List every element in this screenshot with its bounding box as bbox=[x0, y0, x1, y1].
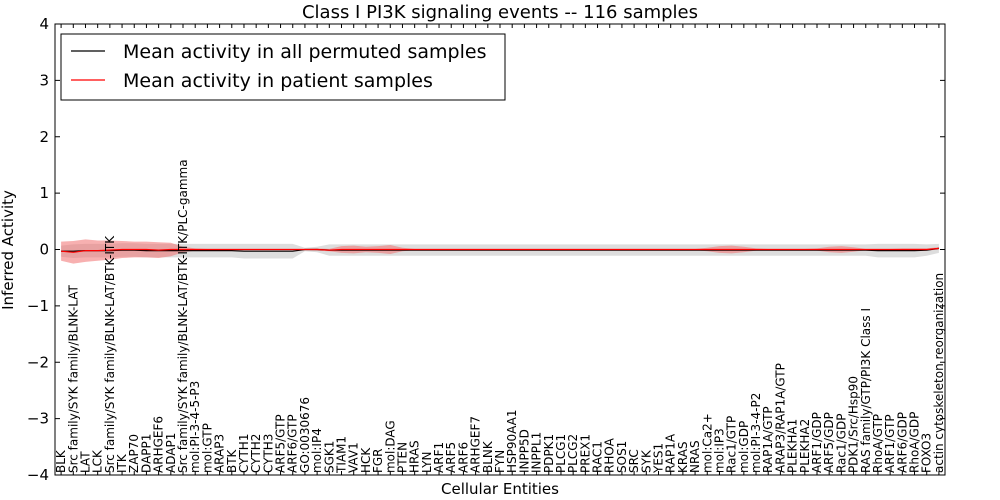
x-tick-label: CYTH3 bbox=[261, 434, 275, 474]
y-tick-label: 0 bbox=[39, 241, 49, 259]
x-tick-label: ADAP1 bbox=[164, 433, 178, 473]
x-tick-label: RAS family/GTP/PI3K Class I bbox=[859, 308, 873, 473]
legend-label-patient: Mean activity in patient samples bbox=[123, 70, 433, 92]
x-tick-label: PLCG1 bbox=[554, 434, 568, 473]
x-tick-label: mol:IP3 bbox=[713, 428, 727, 473]
x-tick-label: Src family/SYK family/BLNK-LAT/BTK-ITK/P… bbox=[176, 159, 190, 473]
x-tick-label: FYN bbox=[493, 450, 507, 473]
x-tick-label: BLNK bbox=[481, 440, 495, 473]
y-tick-label: −4 bbox=[27, 466, 49, 484]
x-tick-label: PREX1 bbox=[578, 434, 592, 473]
x-tick-label: GO:0030676 bbox=[298, 397, 312, 473]
x-tick-label: Rac1/GDP bbox=[834, 414, 848, 473]
x-tick-label: ARF6/GDP bbox=[895, 412, 909, 473]
x-tick-label: mol:DAG bbox=[383, 420, 397, 473]
x-tick-label: RhoA/GTP bbox=[871, 414, 885, 473]
x-tick-label: LYN bbox=[420, 452, 434, 473]
y-axis-label: Inferred Activity bbox=[0, 190, 17, 310]
x-tick-label: RHOA bbox=[603, 437, 617, 473]
x-tick-label: mol:PI-3-4-P2 bbox=[749, 393, 763, 473]
x-tick-label: ITK bbox=[115, 453, 129, 473]
x-tick-label: INPP5D bbox=[517, 429, 531, 473]
y-tick-label: 4 bbox=[39, 15, 49, 33]
legend: Mean activity in all permuted samples Me… bbox=[60, 33, 506, 101]
x-tick-label: PLEKHA2 bbox=[798, 419, 812, 473]
x-tick-label: ZAP70 bbox=[127, 434, 141, 473]
x-tick-label: actin cytoskeleton reorganization bbox=[932, 273, 946, 473]
x-tick-label: HRAS bbox=[408, 440, 422, 473]
x-tick-label: ARF1/GTP bbox=[883, 414, 897, 473]
x-tick-label: SOS1 bbox=[615, 441, 629, 473]
x-tick-label: ARF1 bbox=[432, 442, 446, 473]
x-tick-label: INPPL1 bbox=[530, 432, 544, 473]
bands-layer bbox=[61, 239, 939, 264]
y-tick-label: −2 bbox=[27, 353, 49, 371]
x-tick-label: Src family/SYK family/BLNK-LAT bbox=[66, 284, 80, 473]
x-tick-label: ARF6/GTP bbox=[286, 414, 300, 473]
lines-layer bbox=[61, 247, 939, 253]
legend-label-permuted: Mean activity in all permuted samples bbox=[123, 41, 486, 63]
x-tick-label: Src family/SYK family/BLNK-LAT/BTK-ITK bbox=[103, 235, 117, 473]
x-tick-label: ARF5 bbox=[444, 442, 458, 473]
y-tick-label: −3 bbox=[27, 410, 49, 428]
x-tick-label: ARF5/GTP bbox=[274, 414, 288, 473]
y-tick-label: 3 bbox=[39, 71, 49, 89]
x-tick-label: mol:PI-3-4-5-P3 bbox=[188, 381, 202, 473]
y-tick-label: −1 bbox=[27, 297, 49, 315]
x-tick-label: SYK bbox=[639, 449, 653, 473]
x-tick-label: ARF5/GDP bbox=[822, 412, 836, 473]
x-tick-label: CYTH2 bbox=[249, 434, 263, 474]
x-tick-label: RAP1A/GTP bbox=[761, 406, 775, 473]
x-tick-label: PDPK1 bbox=[542, 434, 556, 473]
x-tick-label: ARHGEF6 bbox=[152, 416, 166, 473]
x-tick-label: RAC1 bbox=[591, 441, 605, 473]
y-tick-label: 2 bbox=[39, 128, 49, 146]
x-tick-label: mol:Ca2+ bbox=[700, 413, 714, 473]
x-tick-label: PLCG2 bbox=[566, 434, 580, 473]
x-tick-label: ARF1/GDP bbox=[810, 412, 824, 473]
x-axis-label: Cellular Entities bbox=[441, 480, 559, 498]
series-line-patient bbox=[61, 247, 939, 253]
x-tick-label: ARHGEF7 bbox=[469, 416, 483, 473]
x-tick-label: RhoA/GDP bbox=[908, 412, 922, 473]
x-tick-label: RAP1A bbox=[664, 433, 678, 473]
x-tick-label: HSP90AA1 bbox=[505, 409, 519, 473]
x-tick-label: BLK bbox=[54, 449, 68, 473]
x-tick-label: PLEKHA1 bbox=[786, 419, 800, 473]
band-patient bbox=[61, 239, 939, 264]
x-tick-label: PDK1/Src/Hsp90 bbox=[847, 376, 861, 473]
legend-box bbox=[60, 33, 506, 101]
x-tick-label: ARF6 bbox=[456, 442, 470, 473]
x-tick-label: BTK bbox=[225, 448, 239, 473]
x-tick-label: mol:GTP bbox=[200, 423, 214, 473]
x-tick-label: KRAS bbox=[676, 441, 690, 473]
x-tick-label: PTEN bbox=[396, 442, 410, 473]
x-tick-label: ARAP3/RAP1A/GTP bbox=[773, 363, 787, 473]
x-tick-label: FOXO3 bbox=[920, 433, 934, 473]
x-tick-label: HCK bbox=[359, 447, 373, 473]
x-tick-label: mol:GDP bbox=[737, 421, 751, 473]
x-tick-label: SGK1 bbox=[322, 441, 336, 473]
x-tick-label: FGR bbox=[371, 448, 385, 473]
x-tick-label: YES1 bbox=[652, 443, 666, 474]
x-tick-label: VAV1 bbox=[347, 442, 361, 473]
x-tick-label: SRC bbox=[627, 449, 641, 473]
x-tick-label: ARAP3 bbox=[213, 434, 227, 473]
x-tick-label: DAPP1 bbox=[139, 434, 153, 473]
x-tick-label: LCK bbox=[91, 449, 105, 473]
x-tick-label: Rac1/GTP bbox=[725, 416, 739, 473]
chart-title: Class I PI3K signaling events -- 116 sam… bbox=[302, 2, 698, 23]
x-tick-label: TIAM1 bbox=[335, 436, 349, 474]
x-tick-label: CYTH1 bbox=[237, 434, 251, 474]
y-tick-label: 1 bbox=[39, 184, 49, 202]
x-tick-label: mol:IP4 bbox=[310, 428, 324, 473]
x-tick-label: NRAS bbox=[688, 440, 702, 473]
x-tick-label: LAT bbox=[79, 451, 93, 473]
y-axis: −4 −3 −2 −1 0 1 2 3 4 bbox=[27, 15, 945, 484]
